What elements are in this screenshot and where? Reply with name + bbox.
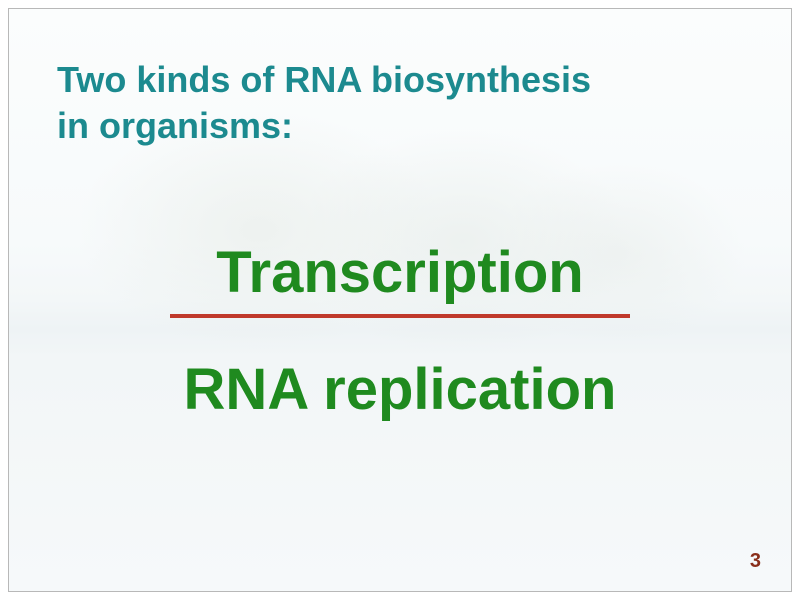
term-rna-replication: RNA replication — [184, 356, 617, 423]
slide-heading: Two kinds of RNA biosynthesis in organis… — [57, 57, 731, 149]
page-number: 3 — [750, 550, 761, 573]
heading-line-1: Two kinds of RNA biosynthesis — [57, 57, 731, 103]
heading-line-2: in organisms: — [57, 103, 731, 149]
term-transcription: Transcription — [216, 239, 583, 306]
slide: Two kinds of RNA biosynthesis in organis… — [8, 8, 792, 592]
underline-rule — [170, 314, 630, 318]
content-block: Transcription RNA replication — [9, 239, 791, 423]
slide-container: Two kinds of RNA biosynthesis in organis… — [0, 0, 800, 600]
